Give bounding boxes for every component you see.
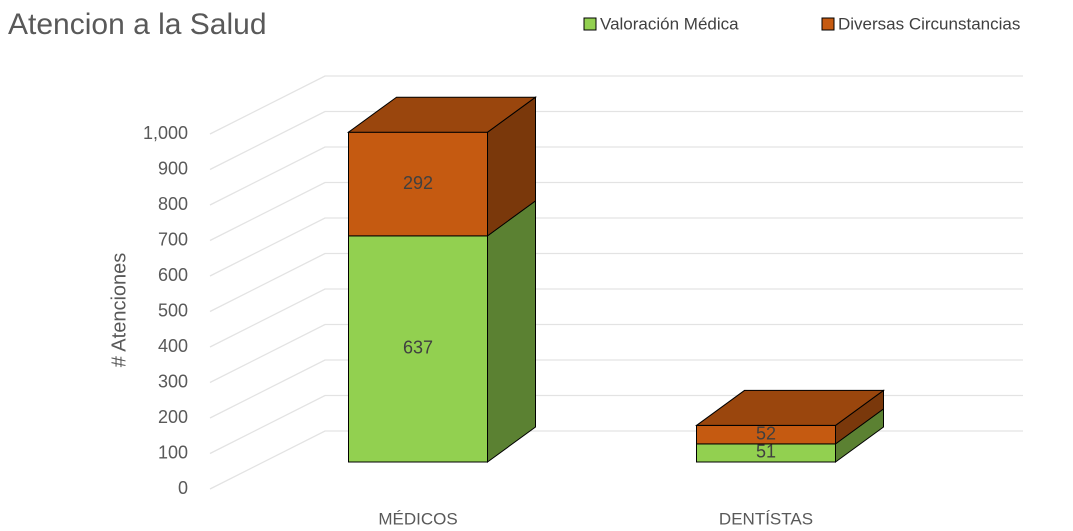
y-tick-label: 800 (158, 194, 188, 214)
grid-line (209, 323, 1023, 384)
legend-label: Diversas Circunstancias (838, 14, 1020, 33)
grid-line (209, 217, 1023, 277)
legend-swatch (821, 17, 835, 31)
x-tick-label: DENTÍSTAS (719, 509, 813, 528)
grid-line (209, 252, 1023, 313)
grid-line (209, 110, 1023, 171)
y-tick-label: 0 (178, 478, 188, 498)
grid-line (209, 430, 1023, 490)
data-label: 52 (756, 423, 776, 443)
legend-swatch (583, 17, 597, 31)
bar-side (487, 199, 536, 463)
grid-line (209, 146, 1023, 206)
bar (348, 235, 488, 463)
y-tick-label: 500 (158, 300, 188, 320)
y-tick-label: 700 (158, 229, 188, 249)
grid-line (209, 181, 1023, 242)
data-label: 292 (403, 173, 433, 193)
data-label: 637 (403, 338, 433, 358)
grid-line (209, 394, 1023, 455)
y-tick-label: 1,000 (143, 123, 188, 143)
bar-top (694, 389, 886, 426)
y-tick-label: 300 (158, 371, 188, 391)
chart-title: Atencion a la Salud (8, 8, 267, 41)
y-axis-label: # Atenciones (108, 253, 130, 368)
grid-line (209, 359, 1023, 419)
grid-line (209, 75, 1023, 135)
y-tick-label: 400 (158, 336, 188, 356)
y-tick-label: 200 (158, 407, 188, 427)
y-tick-label: 900 (158, 158, 188, 178)
bar-top (346, 96, 538, 133)
x-tick-label: MÉDICOS (378, 509, 457, 528)
y-tick-label: 100 (158, 442, 188, 462)
bar (348, 131, 488, 237)
grid-line (209, 288, 1023, 348)
y-tick-label: 600 (158, 265, 188, 285)
legend-label: Valoración Médica (600, 14, 739, 33)
data-label: 51 (756, 442, 776, 462)
